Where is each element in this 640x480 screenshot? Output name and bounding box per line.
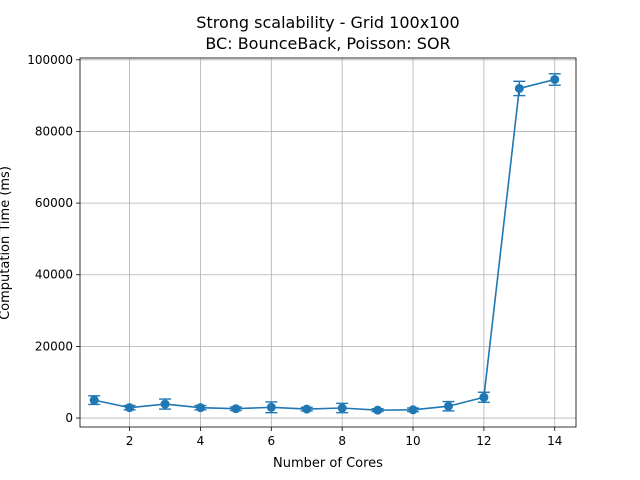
x-tick-label: 14	[547, 434, 562, 448]
x-tick-label: 4	[197, 434, 205, 448]
data-point	[408, 405, 418, 415]
y-tick-label: 20000	[35, 339, 73, 353]
data-point	[160, 399, 170, 409]
data-point	[231, 404, 241, 414]
y-tick-label: 0	[65, 411, 73, 425]
data-point	[195, 403, 205, 413]
data-point	[302, 404, 312, 414]
x-tick-label: 2	[126, 434, 134, 448]
data-point	[550, 74, 560, 84]
tick-layer: 2 4 6 8 10 12 14 0 20000 40000 60000 80000 100000	[27, 53, 562, 448]
data-point	[479, 392, 489, 402]
x-tick-label: 6	[267, 434, 275, 448]
y-tick-label: 100000	[27, 53, 73, 67]
data-point	[443, 401, 453, 411]
data-point	[337, 403, 347, 413]
chart-title: Strong scalability - Grid 100x100	[196, 13, 459, 32]
y-tick-label: 40000	[35, 268, 73, 282]
plot-frame	[79, 57, 577, 428]
y-tick-label: 80000	[35, 124, 73, 138]
x-tick-label: 10	[405, 434, 420, 448]
grid-layer	[80, 58, 576, 427]
y-axis-label: Computation Time (ms)	[0, 166, 13, 320]
x-axis-label: Number of Cores	[273, 456, 383, 471]
data-point	[373, 405, 383, 415]
y-tick-label: 60000	[35, 196, 73, 210]
chart-subtitle: BC: BounceBack, Poisson: SOR	[205, 34, 450, 53]
data-layer	[88, 73, 561, 415]
data-point	[514, 83, 524, 93]
x-tick-label: 12	[476, 434, 491, 448]
series-line	[94, 78, 555, 411]
data-point	[89, 395, 99, 405]
x-tick-label: 8	[338, 434, 346, 448]
data-point	[125, 403, 135, 413]
data-point	[266, 402, 276, 412]
